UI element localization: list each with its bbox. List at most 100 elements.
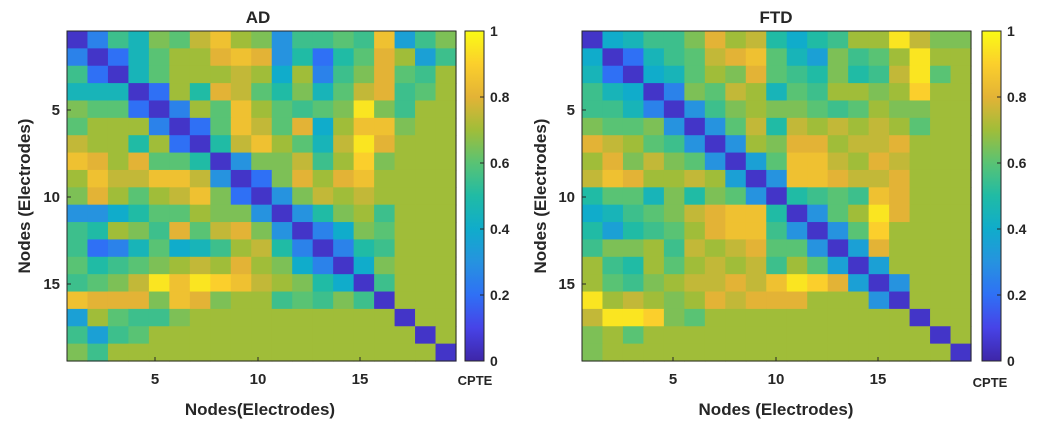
heatmap-cell xyxy=(827,117,849,136)
heatmap-cell xyxy=(827,100,849,119)
heatmap-cell xyxy=(807,152,829,171)
heatmap-cell xyxy=(353,152,375,171)
heatmap-cell xyxy=(889,117,911,136)
heatmap-cell xyxy=(435,204,457,223)
heatmap-cell xyxy=(353,100,375,119)
heatmap-cell xyxy=(704,308,726,327)
heatmap-cell xyxy=(930,100,952,119)
heatmap-cell xyxy=(663,100,685,119)
heatmap-cell xyxy=(435,187,457,206)
heatmap-cell xyxy=(745,83,767,102)
heatmap-cell xyxy=(333,100,355,119)
heatmap-cell xyxy=(725,187,747,206)
heatmap-cell xyxy=(189,135,211,154)
heatmap-cell xyxy=(251,135,273,154)
heatmap-cell xyxy=(333,291,355,310)
heatmap-cell xyxy=(663,187,685,206)
heatmap-cell xyxy=(827,308,849,327)
heatmap-cell xyxy=(807,31,829,49)
heatmap-cell xyxy=(602,291,624,310)
heatmap-cell xyxy=(602,83,624,102)
heatmap-cell xyxy=(684,343,706,362)
heatmap-cell xyxy=(786,117,808,136)
heatmap-cell xyxy=(374,169,396,188)
heatmap-cell xyxy=(643,222,665,241)
heatmap-cell xyxy=(766,169,788,188)
heatmap-cell xyxy=(766,187,788,206)
heatmap-cell xyxy=(251,31,273,49)
heatmap-cell xyxy=(704,239,726,258)
heatmap-cell xyxy=(950,274,972,293)
heatmap-cell xyxy=(827,256,849,275)
heatmap-cell xyxy=(745,256,767,275)
heatmap-cell xyxy=(374,65,396,84)
heatmap-cell xyxy=(107,187,130,206)
heatmap-cell xyxy=(353,239,375,258)
heatmap-cell xyxy=(67,204,89,223)
heatmap-cell xyxy=(415,83,437,102)
heatmap-cell xyxy=(148,117,170,136)
heatmap-cell xyxy=(87,117,109,136)
heatmap-cell xyxy=(827,135,849,154)
heatmap-cell xyxy=(67,117,89,136)
heatmap-cell xyxy=(725,65,747,84)
heatmap-cell xyxy=(67,256,89,275)
heatmap-cell xyxy=(435,135,457,154)
heatmap-cell xyxy=(169,135,191,154)
panel-ftd: FTD 5 10 15 5 10 15 Nodes (Electrodes) N… xyxy=(531,8,1027,419)
heatmap-cell xyxy=(848,135,870,154)
heatmap-cell xyxy=(602,117,624,136)
heatmap-cell xyxy=(909,239,931,258)
y-ticks-ad: 5 10 15 xyxy=(43,102,71,293)
heatmap-cell xyxy=(353,343,375,362)
heatmap-cell xyxy=(210,65,232,84)
heatmap-cell xyxy=(107,222,130,241)
heatmap-cell xyxy=(148,274,170,293)
heatmap-cell xyxy=(766,326,788,345)
heatmap-cell xyxy=(868,83,890,102)
heatmap-cells-ftd xyxy=(582,31,972,362)
y-axis-label-ad: Nodes (Electrodes) xyxy=(15,119,34,274)
heatmap-cell xyxy=(353,135,375,154)
heatmap-cell xyxy=(148,48,170,67)
heatmap-cell xyxy=(67,343,89,362)
heatmap-cell xyxy=(582,152,604,171)
heatmap-cell xyxy=(684,308,706,327)
heatmap-cell xyxy=(394,326,416,345)
heatmap-cell xyxy=(169,117,191,136)
x-ticks-ad: 5 10 15 xyxy=(151,357,368,388)
heatmap-cell xyxy=(189,274,211,293)
heatmap-cell xyxy=(374,117,396,136)
heatmap-cell xyxy=(745,204,767,223)
heatmap-cell xyxy=(848,117,870,136)
heatmap-cell xyxy=(868,308,890,327)
heatmap-cell xyxy=(868,239,890,258)
heatmap-cell xyxy=(107,326,130,345)
heatmap-cell xyxy=(148,152,170,171)
colorbar-tick-label: 0.6 xyxy=(490,155,510,171)
heatmap-cell xyxy=(169,222,191,241)
heatmap-cell xyxy=(189,152,211,171)
heatmap-cell xyxy=(333,256,355,275)
heatmap-cell xyxy=(909,187,931,206)
heatmap-cell xyxy=(889,169,911,188)
heatmap-cell xyxy=(807,65,829,84)
colorbar-label: CPTE xyxy=(458,373,493,388)
heatmap-cell xyxy=(786,239,808,258)
heatmap-cell xyxy=(87,83,109,102)
heatmap-cell xyxy=(889,31,911,49)
heatmap-cell xyxy=(725,204,747,223)
x-tick-label: 10 xyxy=(768,371,785,388)
heatmap-cell xyxy=(582,31,604,49)
heatmap-cell xyxy=(230,83,252,102)
heatmap-cell xyxy=(87,326,109,345)
heatmap-cell xyxy=(889,274,911,293)
colorbar-gradient xyxy=(981,30,1002,362)
heatmap-cell xyxy=(374,326,396,345)
heatmap-cell xyxy=(189,222,211,241)
heatmap-cell xyxy=(394,169,416,188)
heatmap-cell xyxy=(312,83,334,102)
heatmap-cell xyxy=(889,308,911,327)
heatmap-cell xyxy=(950,117,972,136)
